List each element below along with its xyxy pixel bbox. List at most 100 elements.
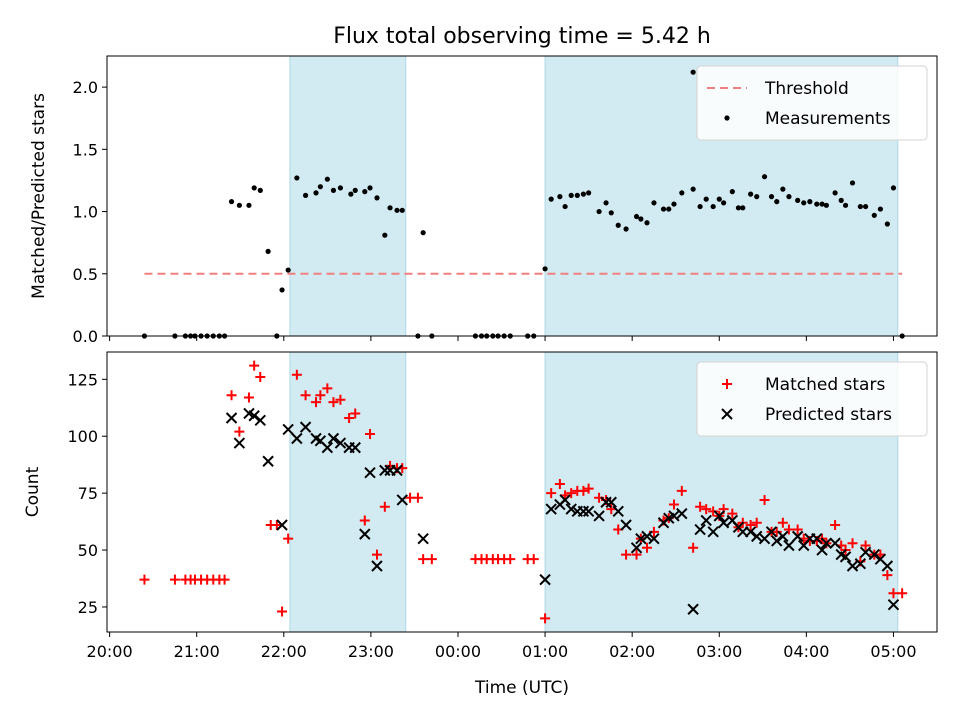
matched-star-point [583, 483, 594, 494]
shaded-region-0 [289, 55, 407, 337]
predicted-star-point [707, 526, 719, 538]
y-tick-label: 125 [67, 370, 98, 389]
predicted-star-point [811, 532, 823, 545]
measurement-point [420, 230, 426, 236]
matched-star-point [676, 485, 687, 496]
predicted-star-point [327, 432, 340, 445]
predicted-star-point [620, 519, 632, 531]
measurement-point [302, 192, 309, 198]
matched-star-point [335, 394, 346, 405]
measurement-point [651, 200, 657, 206]
measurement-point [721, 200, 727, 206]
legend: Matched stars Predicted stars [696, 361, 928, 437]
plot-frame [106, 55, 938, 337]
matched-star-point [897, 588, 908, 599]
matched-star-point [418, 554, 429, 565]
matched-star-point [708, 506, 719, 517]
y-axis-label-bottom: Count [23, 466, 43, 517]
matched-star-point [783, 524, 794, 535]
measurement-point [795, 197, 801, 203]
x-tick-label: 22:00 [261, 642, 307, 661]
measurement-point [367, 185, 373, 191]
measurement-point [690, 186, 696, 192]
matched-star-point [777, 517, 788, 528]
matched-star-point [426, 554, 437, 565]
measurement-point [842, 202, 849, 208]
matched-star-point [695, 501, 706, 512]
measurement-point [246, 202, 252, 208]
predicted-star-point [577, 505, 590, 518]
measurement-point [690, 69, 696, 75]
predicted-star-point [765, 526, 778, 538]
measurement-point [374, 195, 380, 201]
measurement-point [568, 192, 574, 198]
measurement-point [807, 199, 813, 205]
predicted-star-point [635, 532, 647, 545]
y-tick-label: 75 [78, 484, 98, 503]
matched-star-point [701, 504, 712, 515]
predicted-star-point [816, 544, 828, 556]
matched-star-point [759, 494, 770, 505]
x-tick-label: 05:00 [870, 642, 916, 661]
measurement-point [279, 287, 285, 293]
x-tick-label: 03:00 [696, 642, 742, 661]
predicted-star-point [254, 414, 266, 427]
predicted-star-point [321, 441, 334, 454]
measurement-point [236, 202, 242, 208]
measurement-point [838, 197, 844, 203]
matched-star-point [505, 554, 516, 565]
matched-star-point [243, 392, 254, 403]
predicted-star-point [225, 412, 238, 424]
matched-star-point [771, 526, 782, 537]
legend-label: Threshold [764, 79, 849, 99]
matched-star-point [688, 542, 699, 553]
predicted-star-point [545, 503, 557, 515]
measurement-point [710, 203, 716, 210]
predicted-star-point [641, 530, 653, 543]
measurement-point [330, 187, 337, 193]
measurement-point [862, 203, 869, 210]
measurement-point [814, 201, 820, 207]
predicted-star-point [839, 551, 852, 563]
y-tick-label: 100 [67, 427, 98, 446]
measurement-point [801, 200, 807, 206]
measurement-point [786, 194, 792, 200]
matched-star-point [226, 390, 237, 401]
predicted-star-point [829, 537, 841, 549]
predicted-star-point [396, 494, 408, 506]
matched-star-point [668, 499, 679, 510]
matched-star-point [621, 549, 632, 560]
predicted-star-point [791, 530, 804, 543]
measurement-point [615, 222, 621, 228]
matched-star-point [751, 517, 762, 528]
predicted-star-point [417, 532, 429, 545]
predicted-star-point [391, 464, 403, 477]
measurement-point [679, 190, 685, 196]
matched-star-point [792, 524, 803, 535]
predicted-star-point [359, 528, 371, 540]
matched-star-point [291, 369, 302, 380]
legend: Threshold Measurements [696, 65, 928, 141]
measurement-point [774, 199, 780, 205]
measurement-point [317, 184, 323, 190]
measurement-point [394, 207, 400, 213]
matched-star-point [139, 574, 150, 585]
matched-star-point [379, 501, 390, 512]
matched-star-point [578, 485, 589, 496]
matched-star-point [554, 479, 565, 490]
matched-star-point [882, 570, 893, 581]
ratio-panel: 0.0 0.5 1.0 1.5 2.0 Threshold Measurements [73, 55, 938, 346]
legend-measurement-swatch [724, 115, 730, 121]
matched-star-point [830, 520, 841, 531]
matched-star-point [631, 549, 642, 560]
matched-star-point [641, 542, 652, 553]
measurement-point [574, 192, 580, 198]
y-tick-label: 0.5 [73, 265, 98, 284]
y-tick-label: 50 [78, 541, 98, 560]
legend-box [696, 361, 928, 437]
predicted-star-point [783, 539, 795, 552]
measurement-point [740, 205, 746, 211]
x-tick-label: 20:00 [87, 642, 133, 661]
matched-star-point [234, 426, 245, 437]
matched-star-point [322, 383, 333, 394]
